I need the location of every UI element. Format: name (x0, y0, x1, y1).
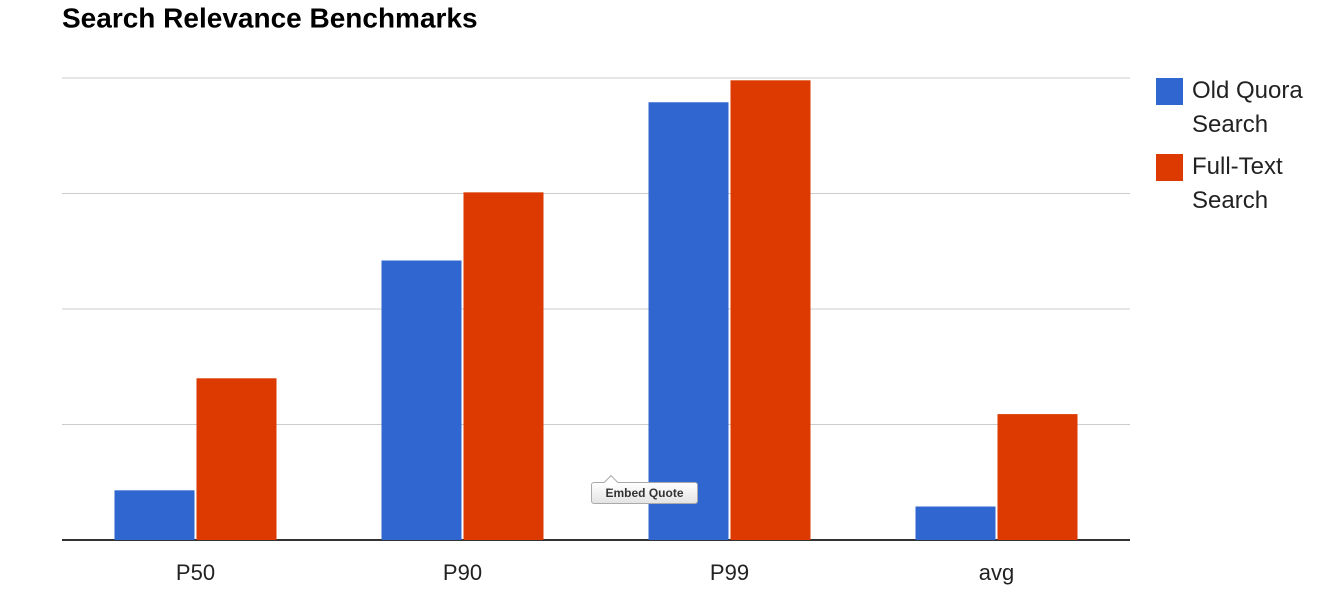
x-tick-label: P90 (443, 560, 482, 585)
embed-quote-button[interactable]: Embed Quote (591, 482, 698, 504)
legend-label: Old Quora Search (1192, 77, 1303, 138)
legend-label: Full-Text Search (1192, 153, 1283, 214)
legend-swatch (1156, 154, 1183, 181)
bar (730, 80, 811, 540)
bar (463, 192, 544, 540)
chart-title: Search Relevance Benchmarks (62, 2, 478, 33)
bar (196, 378, 277, 540)
bar (114, 490, 195, 540)
x-tick-label: P50 (176, 560, 215, 585)
bar (381, 260, 462, 540)
bar (915, 506, 996, 540)
bar (997, 414, 1078, 540)
bar (648, 102, 729, 540)
legend-swatch (1156, 78, 1183, 105)
x-tick-label: avg (979, 560, 1014, 585)
x-tick-label: P99 (710, 560, 749, 585)
